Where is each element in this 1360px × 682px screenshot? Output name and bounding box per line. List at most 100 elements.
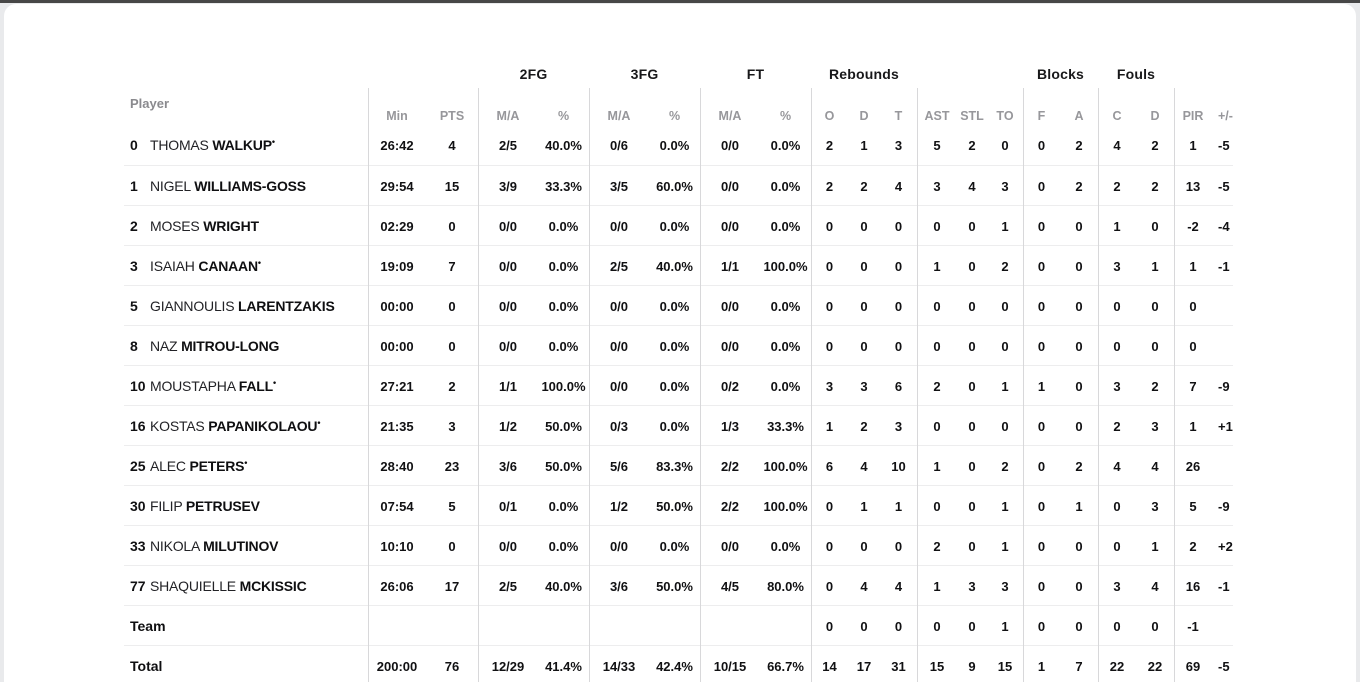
stat-fg2-pct: 0.0% <box>548 298 579 314</box>
stat-blk-f: 0 <box>1037 418 1046 434</box>
player-row: 10 MOUSTAPHA FALL• 27:21 2 1/1 100.0% 0/0 0.0% 0… <box>124 365 1233 405</box>
stat-fg2-ma: 2/5 <box>498 137 518 153</box>
stat-pts: 3 <box>448 418 456 434</box>
player-last-name: WRIGHT <box>203 218 259 234</box>
stat-pir: 69 <box>1185 658 1201 674</box>
stat-ft-ma: 0/2 <box>720 378 740 394</box>
stat-fg2-ma: 0/0 <box>498 218 518 234</box>
player-name[interactable]: SHAQUIELLE MCKISSIC <box>150 578 307 594</box>
starter-indicator: • <box>317 417 321 428</box>
player-name[interactable]: GIANNOULIS LARENTZAKIS <box>150 298 335 314</box>
player-cell[interactable]: 33 NIKOLA MILUTINOV <box>124 526 368 566</box>
stat-blk-a: 2 <box>1075 178 1083 194</box>
stat-fg2-ma: 2/5 <box>498 578 518 594</box>
player-number: 30 <box>130 498 146 514</box>
stat-fg2-pct: 40.0% <box>545 578 582 594</box>
stat-pir: 1 <box>1189 258 1197 274</box>
player-cell[interactable]: 30 FILIP PETRUSEV <box>124 486 368 526</box>
column-header-ma: M/A <box>607 109 631 123</box>
column-header-ma: M/A <box>718 109 742 123</box>
stat-pir: 0 <box>1189 338 1197 354</box>
stat-blk-a: 0 <box>1075 418 1083 434</box>
stat-ft-ma: 0/0 <box>720 178 740 194</box>
column-divider <box>589 88 590 682</box>
stat-fg2-pct: 0.0% <box>548 218 579 234</box>
stat-pts: 5 <box>448 498 456 514</box>
player-name[interactable]: FILIP PETRUSEV <box>150 498 260 514</box>
player-cell[interactable]: 25 ALEC PETERS• <box>124 446 368 486</box>
player-name[interactable]: ISAIAH CANAAN• <box>150 258 261 274</box>
starter-indicator: • <box>244 457 248 468</box>
player-name[interactable]: MOSES WRIGHT <box>150 218 259 234</box>
stat-blk-f: 0 <box>1037 298 1046 314</box>
stat-ast: 0 <box>933 338 941 354</box>
player-cell[interactable]: 10 MOUSTAPHA FALL• <box>124 366 368 406</box>
player-name[interactable]: ALEC PETERS• <box>150 458 247 474</box>
stat-ast: 15 <box>929 658 945 674</box>
player-name[interactable]: NIGEL WILLIAMS-GOSS <box>150 178 306 194</box>
stat-foul-c: 22 <box>1109 658 1125 674</box>
stat-pm <box>1212 286 1233 326</box>
stat-reb-o: 0 <box>825 338 834 354</box>
player-first-name: THOMAS <box>150 137 213 153</box>
stat-foul-d: 0 <box>1151 298 1159 314</box>
stat-fg3-pct: 60.0% <box>656 178 693 194</box>
stat-blk-f: 1 <box>1037 378 1046 394</box>
player-first-name: NAZ <box>150 338 182 354</box>
stat-reb-o: 1 <box>825 418 834 434</box>
stat-fg2-pct: 50.0% <box>545 458 582 474</box>
stat-fg3-pct: 0.0% <box>659 338 690 354</box>
total-row: Total 200:00 76 12/29 41.4% 14/33 42.4% 10/15 66… <box>124 645 1233 682</box>
stat-ft-ma: 4/5 <box>720 578 740 594</box>
player-cell[interactable]: 1 NIGEL WILLIAMS-GOSS <box>124 166 368 206</box>
player-cell[interactable]: 5 GIANNOULIS LARENTZAKIS <box>124 286 368 326</box>
stat-stl: 0 <box>968 498 976 514</box>
stat-ft-pct: 100.0% <box>763 458 808 474</box>
player-name[interactable]: MOUSTAPHA FALL• <box>150 378 276 394</box>
stat-pts: 4 <box>448 137 456 153</box>
stat-pm: -9 <box>1218 498 1230 514</box>
column-header-pct: % <box>779 109 792 123</box>
stat-reb-d: 1 <box>860 498 868 514</box>
stat-pm <box>1212 606 1233 646</box>
stat-reb-o: 14 <box>822 658 837 674</box>
player-name[interactable]: NAZ MITROU-LONG <box>150 338 279 354</box>
player-first-name: FILIP <box>150 498 186 514</box>
player-number: 8 <box>130 338 138 354</box>
stat-ft-pct: 0.0% <box>770 137 801 153</box>
player-cell[interactable]: 77 SHAQUIELLE MCKISSIC <box>124 566 368 606</box>
stat-foul-c: 4 <box>1113 458 1121 474</box>
stat-fg3-ma <box>589 606 649 646</box>
stat-fg2-pct: 0.0% <box>548 498 579 514</box>
stat-fg3-pct: 83.3% <box>656 458 693 474</box>
stat-blk-a: 2 <box>1075 458 1083 474</box>
stat-pir: 1 <box>1189 137 1197 153</box>
stat-foul-d: 3 <box>1151 418 1159 434</box>
stat-foul-d: 0 <box>1151 338 1159 354</box>
player-name[interactable]: KOSTAS PAPANIKOLAOU• <box>150 418 320 434</box>
stat-reb-d: 2 <box>860 178 868 194</box>
starter-indicator: • <box>271 136 275 147</box>
window-top-bar <box>0 0 1360 3</box>
column-header-ma: M/A <box>496 109 520 123</box>
stat-pm: -5 <box>1218 658 1230 674</box>
stat-ft-pct: 0.0% <box>770 218 801 234</box>
stat-blk-a: 0 <box>1075 378 1083 394</box>
player-last-name: WILLIAMS-GOSS <box>194 178 306 194</box>
stat-reb-o: 0 <box>825 578 834 594</box>
stat-ft-pct <box>760 606 811 646</box>
player-cell[interactable]: 0 THOMAS WALKUP• <box>124 125 368 165</box>
player-row: 0 THOMAS WALKUP• 26:42 4 2/5 40.0% 0/6 0.0% 0/0 0… <box>124 125 1233 165</box>
stat-reb-t: 0 <box>894 258 903 274</box>
stat-reb-d: 1 <box>860 137 868 153</box>
player-cell[interactable]: 3 ISAIAH CANAAN• <box>124 246 368 286</box>
stat-reb-d: 3 <box>860 378 868 394</box>
stat-fg3-ma: 0/0 <box>609 298 629 314</box>
player-name[interactable]: THOMAS WALKUP• <box>150 137 275 153</box>
player-cell[interactable]: 2 MOSES WRIGHT <box>124 206 368 246</box>
player-cell[interactable]: 8 NAZ MITROU-LONG <box>124 326 368 366</box>
player-cell[interactable]: 16 KOSTAS PAPANIKOLAOU• <box>124 406 368 446</box>
stat-blk-f: 0 <box>1037 498 1046 514</box>
player-name[interactable]: NIKOLA MILUTINOV <box>150 538 278 554</box>
player-number: 2 <box>130 218 138 234</box>
